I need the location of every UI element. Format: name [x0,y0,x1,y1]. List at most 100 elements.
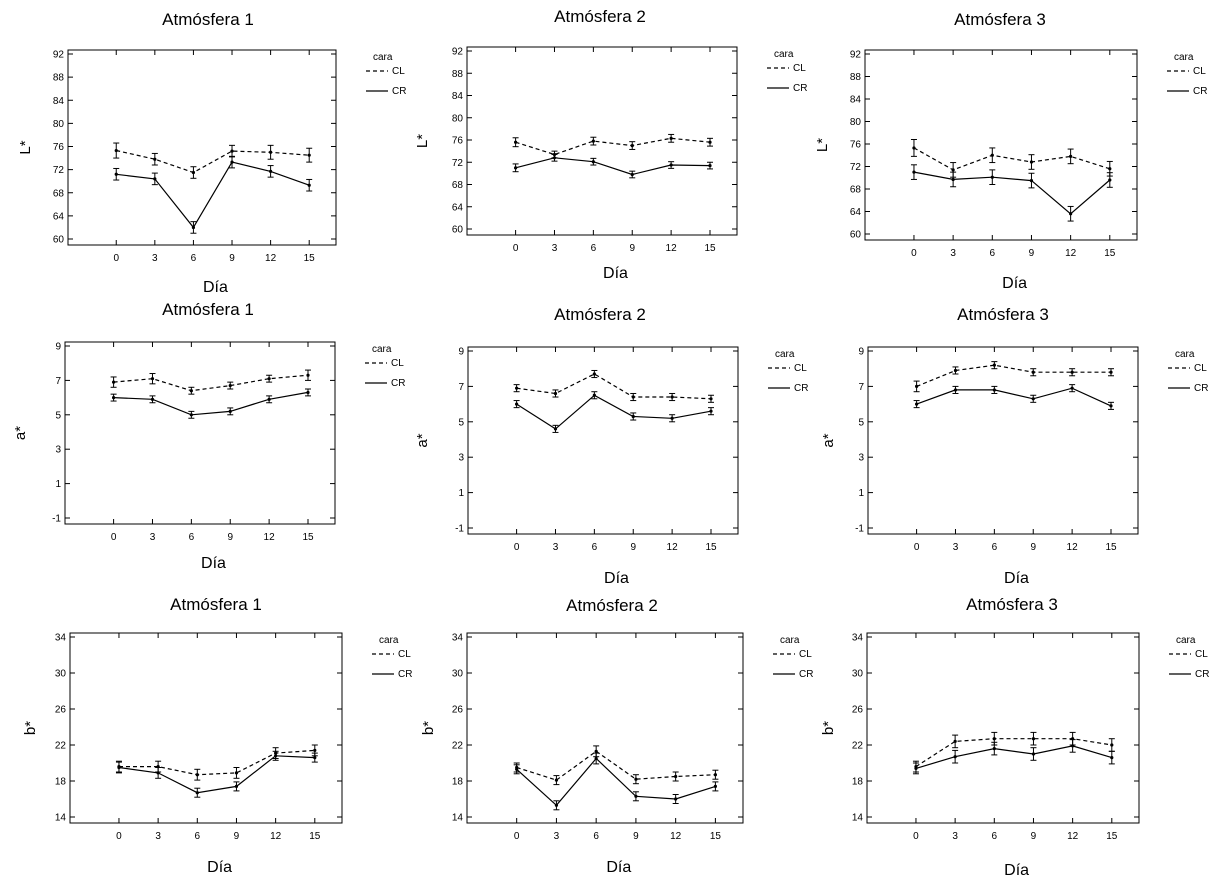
x-tick-label: 15 [302,532,314,543]
data-point-cl [1031,737,1036,741]
y-axis-label: a* [12,426,29,440]
data-point-cl [306,373,310,377]
data-point-cr [992,388,996,392]
series-line-cl [516,750,716,781]
y-tick-label: 72 [53,165,65,176]
y-tick-label: 26 [55,705,67,716]
legend-label-cr: CR [799,669,813,680]
x-tick-label: 9 [229,253,235,264]
data-point-cr [554,803,559,807]
y-tick-label: 80 [452,113,464,124]
x-tick-label: 6 [990,248,996,259]
x-tick-label: 3 [953,542,959,553]
y-tick-label: 84 [850,95,862,106]
x-tick-label: 0 [514,831,520,842]
series-line-cr [913,171,1111,215]
data-point-cr [708,163,712,168]
data-point-cl [1031,370,1035,374]
legend-label-cl: CL [794,363,807,374]
y-tick-label: 60 [452,225,464,236]
data-point-cr [951,177,955,182]
y-tick-label: 26 [452,705,464,716]
plot-frame [864,49,1138,241]
x-tick-label: 12 [1067,831,1079,842]
plot-frame [69,632,343,824]
legend-label-cr: CR [398,669,412,680]
y-tick-label: 1 [55,479,61,490]
x-tick-label: 0 [911,248,917,259]
legend-label-cr: CR [392,86,406,97]
data-point-cr [992,747,996,751]
series-line-cl [516,373,712,400]
y-tick-label: 7 [55,376,61,387]
x-tick-label: 12 [265,253,277,264]
data-point-cl [515,386,519,390]
y-tick-label: 76 [850,140,862,151]
data-point-cl [992,737,996,741]
series-line-cr [916,387,1112,407]
data-point-cl [1109,370,1113,374]
legend-title: cara [1176,635,1196,646]
x-tick-label: 6 [191,253,197,264]
data-point-cr [634,794,638,798]
y-tick-label: 14 [55,813,67,824]
y-tick-label: 68 [850,185,862,196]
series-line-cr [515,157,711,176]
x-tick-label: 15 [304,253,316,264]
legend-label-cr: CR [793,83,807,94]
chart-title: Atmósfera 3 [966,595,1058,614]
legend-label-cr: CR [794,383,808,394]
x-tick-label: 0 [914,542,920,553]
data-point-cr [1071,744,1075,748]
data-point-cl [267,377,271,381]
data-point-cl [709,397,713,401]
legend: cara CL CR [768,349,808,394]
data-point-cl [630,143,634,148]
y-tick-label: 30 [852,669,864,680]
y-tick-label: 34 [55,633,67,644]
y-tick-label: 60 [850,230,862,241]
x-axis-label: Día [1004,862,1029,879]
data-point-cr [592,393,596,397]
data-point-cl [992,363,996,367]
series-line-cr [516,394,712,430]
x-tick-label: 9 [227,532,233,543]
data-point-cl [234,771,239,775]
y-tick-label: 1 [458,488,464,499]
x-tick-label: 12 [1067,542,1079,553]
x-axis-label: Día [203,279,228,296]
legend-label-cl: CL [1195,649,1208,660]
x-axis-label: Día [1004,570,1029,587]
series-line-cl [913,147,1110,171]
data-point-cr [117,765,121,770]
data-point-cl [553,391,558,396]
y-tick-label: 18 [852,777,864,788]
legend: cara CL CR [1168,349,1208,394]
plot-frame [467,346,739,535]
data-point-cl [592,372,596,376]
y-tick-label: 34 [452,633,464,644]
chart-panel-2: Atmósfera 2 60 64 68 72 76 80 84 88 92 0 3 6 9 12 15 Día… [414,7,807,282]
y-tick-label: 22 [55,741,67,752]
data-point-cr [313,756,317,760]
y-tick-label: 64 [452,202,464,213]
legend-title: cara [379,635,399,646]
data-point-cl [269,150,273,154]
x-tick-label: 12 [270,831,282,842]
data-point-cl [153,157,157,161]
legend-label-cl: CL [398,649,411,660]
legend-title: cara [373,52,393,63]
y-tick-label: 30 [452,669,464,680]
data-point-cr [1069,212,1073,216]
legend-title: cara [775,349,795,360]
x-axis-label: Día [1002,275,1027,292]
data-point-cl [514,140,518,144]
y-tick-label: 68 [452,180,464,191]
x-axis-label: Día [201,555,226,572]
data-point-cl [912,146,916,150]
y-tick-label: 76 [452,136,464,147]
x-tick-label: 3 [952,831,958,842]
plot-frame [466,632,744,824]
legend-title: cara [1175,349,1195,360]
x-tick-label: 6 [992,542,998,553]
